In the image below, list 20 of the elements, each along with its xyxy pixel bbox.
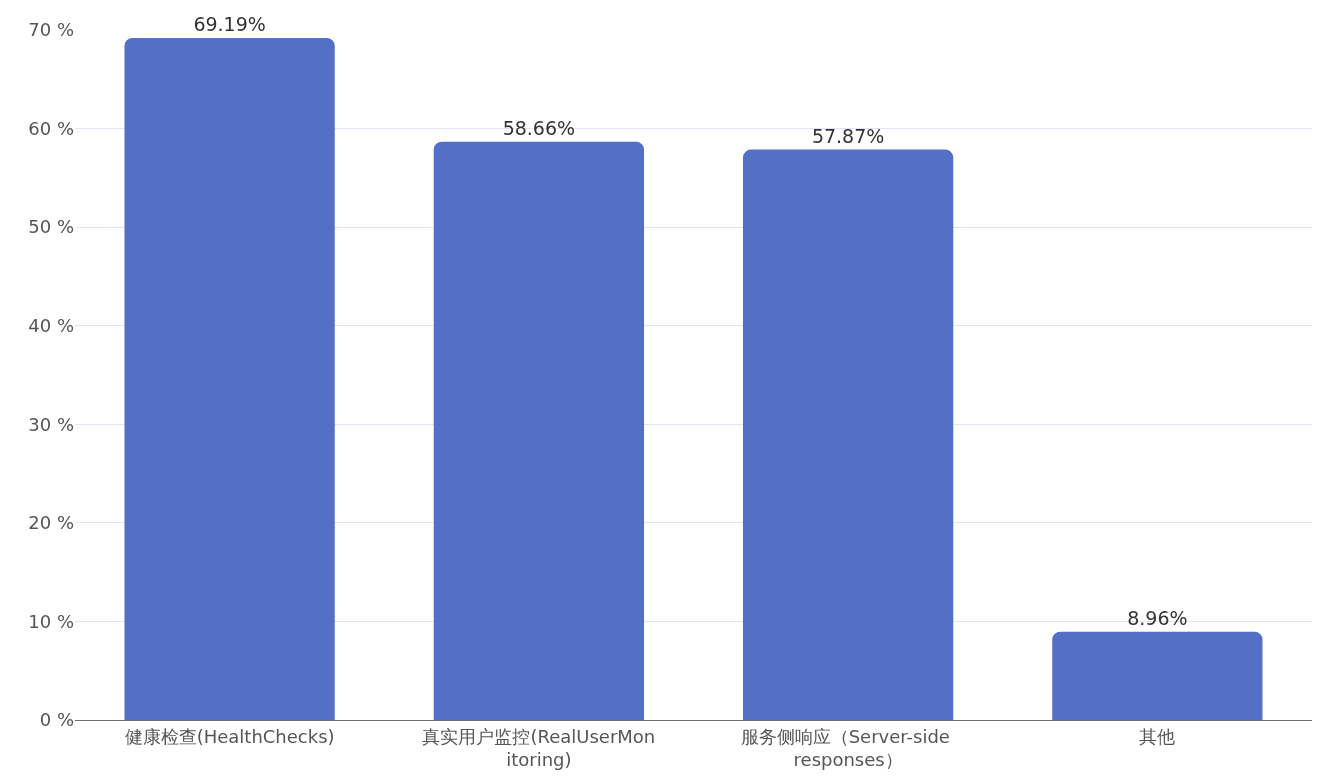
x-tick-label: 健康检查(HealthChecks)	[124, 725, 335, 747]
x-tick-label: 真实用户监控(RealUserMonitoring)	[422, 725, 656, 770]
y-tick-label: 40 %	[28, 315, 74, 337]
bar	[1052, 631, 1263, 720]
data-label: 69.19%	[193, 12, 266, 35]
y-tick-label: 0 %	[39, 709, 74, 731]
data-label: 58.66%	[502, 116, 576, 139]
x-tick-label: 其他	[1139, 725, 1176, 747]
y-tick-label: 70 %	[28, 19, 74, 41]
y-tick-label: 30 %	[28, 413, 74, 435]
bar	[433, 141, 645, 720]
y-tick-label: 60 %	[28, 117, 74, 139]
bar	[742, 149, 954, 720]
bar	[124, 37, 335, 720]
y-tick-label: 10 %	[28, 610, 74, 632]
data-label: 8.96%	[1127, 606, 1188, 629]
x-tick-label: 服务侧响应（Server-side responses）	[740, 725, 956, 770]
y-tick-label: 20 %	[28, 512, 74, 534]
data-label: 57.87%	[811, 124, 885, 147]
y-tick-label: 50 %	[28, 216, 74, 238]
